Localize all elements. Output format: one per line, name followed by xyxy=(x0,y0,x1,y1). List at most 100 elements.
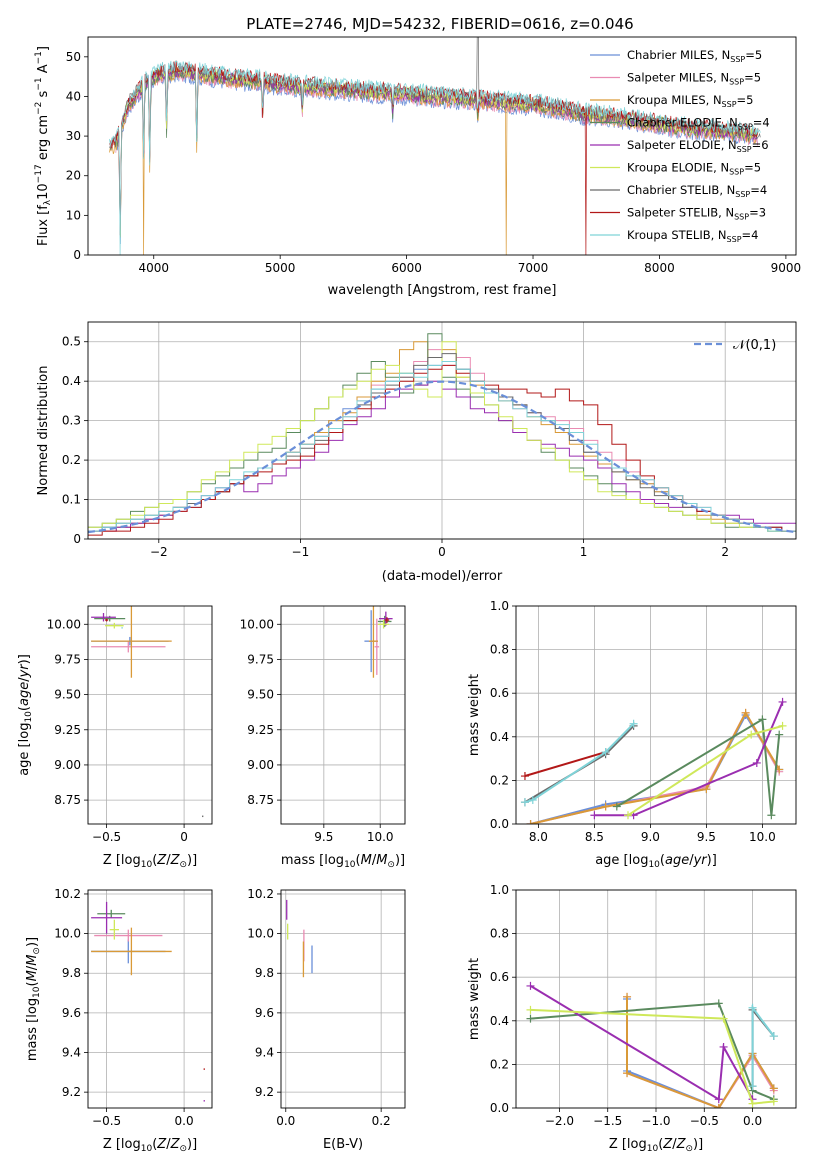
weight-marker xyxy=(748,1082,757,1091)
weight-marker xyxy=(520,772,529,781)
y-tick-label: 9.00 xyxy=(54,758,81,772)
x-tick-label: 7000 xyxy=(518,261,549,275)
legend-label: Chabrier MILES, NSSP=5 xyxy=(627,48,762,64)
weight-marker xyxy=(769,1084,778,1093)
mass-vs-metallicity-panel: −0.5 0.0 9.2 9.4 9.6 9.8 10.0 10.2 Z [log10(Z/Z⊙… xyxy=(25,887,213,1154)
y-tick-label: 0.4 xyxy=(490,730,509,744)
weight-marker xyxy=(526,981,535,990)
x-tick-label: 0.0 xyxy=(175,1114,194,1128)
x-tick-label: 8.5 xyxy=(585,830,604,844)
y-tick-label: 9.00 xyxy=(247,758,274,772)
x-tick-label: −1.0 xyxy=(641,1114,670,1128)
histogram-step xyxy=(88,341,796,532)
y-tick-label: 0.2 xyxy=(490,1057,509,1071)
x-tick-label: 5000 xyxy=(265,261,296,275)
axes-frame xyxy=(515,605,797,825)
y-axis-label: Flux [fλ10−17 erg cm−2 s−1 A−1] xyxy=(34,46,53,246)
weight-line xyxy=(524,725,635,804)
x-tick-label: 8000 xyxy=(644,261,675,275)
weight-marker xyxy=(629,719,638,728)
y-tick-label: 9.8 xyxy=(62,966,81,980)
weight-marker xyxy=(767,811,776,820)
x-tick-label: −0.5 xyxy=(92,1114,121,1128)
x-axis-label: (data-model)/error xyxy=(382,569,503,584)
weight-marker xyxy=(612,802,621,811)
x-axis-label: Z [log10(Z/Z⊙)] xyxy=(103,853,197,870)
y-tick-label: 10.0 xyxy=(247,927,274,941)
x-tick-label: 6000 xyxy=(391,261,422,275)
x-tick-label: 9.0 xyxy=(641,830,660,844)
weight-marker xyxy=(748,1099,757,1108)
y-tick-label: 1.0 xyxy=(490,883,509,897)
weight-marker xyxy=(752,758,761,767)
weight-line xyxy=(626,996,775,1108)
x-tick-label: 9.5 xyxy=(314,830,333,844)
normal-curve xyxy=(88,380,796,534)
y-tick-label: 20 xyxy=(66,169,81,183)
plot-area xyxy=(88,333,796,536)
y-tick-label: 9.4 xyxy=(62,1046,81,1060)
axes-frame xyxy=(280,889,406,1109)
x-tick-label: 4000 xyxy=(138,261,169,275)
y-tick-label: 10.00 xyxy=(47,617,81,631)
x-axis-label: Z [log10(Z/Z⊙)] xyxy=(103,1137,197,1154)
y-tick-label: 0.0 xyxy=(490,817,509,831)
x-tick-label: 10.0 xyxy=(367,830,394,844)
weight-marker xyxy=(778,697,787,706)
weight-marker xyxy=(769,1097,778,1106)
plot-area xyxy=(526,981,778,1108)
legend-label: 𝒩(0,1) xyxy=(733,338,776,353)
plot-area xyxy=(286,899,313,978)
age-vs-metallicity-panel: −0.5 0 8.75 9.00 9.25 9.50 9.75 10.00 Z [log10(Z… xyxy=(17,605,213,870)
weight-line xyxy=(616,717,781,816)
x-tick-label: −2.0 xyxy=(545,1114,574,1128)
x-tick-label: −1.5 xyxy=(593,1114,622,1128)
x-axis-label: E(B-V) xyxy=(323,1137,363,1152)
y-tick-label: 1.0 xyxy=(490,599,509,613)
x-tick-label: 2 xyxy=(721,545,729,559)
y-axis-label: mass weight xyxy=(467,674,482,756)
y-tick-label: 9.25 xyxy=(54,723,81,737)
y-tick-label: 9.75 xyxy=(247,652,274,666)
y-axis-label: age [log10(age/yr)] xyxy=(17,654,34,776)
weight-marker xyxy=(714,1104,723,1108)
x-tick-label: 0.0 xyxy=(276,1114,295,1128)
x-axis-label: age [log10(age/yr)] xyxy=(595,853,717,870)
y-axis-label: mass [log10(M/M⊙)] xyxy=(25,937,42,1061)
weight-marker xyxy=(748,1003,757,1012)
y-axis-label: Normed distribution xyxy=(36,366,51,496)
weight-marker xyxy=(714,999,723,1008)
y-tick-label: 10.2 xyxy=(54,887,81,901)
x-axis-label: wavelength [Angstrom, rest frame] xyxy=(328,283,557,298)
y-tick-label: 9.2 xyxy=(62,1085,81,1099)
weight-marker xyxy=(702,785,711,794)
y-tick-label: 0.2 xyxy=(62,453,81,467)
weight-line xyxy=(530,1002,775,1101)
y-tick-label: 30 xyxy=(66,129,81,143)
y-tick-label: 9.8 xyxy=(255,966,274,980)
y-tick-label: 10.00 xyxy=(240,617,274,631)
y-tick-label: 9.6 xyxy=(255,1006,274,1020)
y-tick-label: 0.3 xyxy=(62,414,81,428)
x-tick-label: 0 xyxy=(438,545,446,559)
y-tick-label: 9.2 xyxy=(255,1085,274,1099)
x-tick-label: 9000 xyxy=(771,261,802,275)
weight-marker xyxy=(624,811,632,820)
x-tick-label: 10.0 xyxy=(749,830,776,844)
weight-marker xyxy=(520,798,529,807)
y-tick-label: 0.6 xyxy=(490,686,509,700)
x-tick-label: 0.2 xyxy=(372,1114,391,1128)
weight-marker xyxy=(769,1032,778,1041)
weight-marker xyxy=(526,1005,535,1014)
weight-marker xyxy=(775,730,784,739)
y-tick-label: 8.75 xyxy=(247,793,274,807)
y-tick-label: 0.8 xyxy=(490,927,509,941)
weight-marker xyxy=(719,1042,728,1051)
residuals-panel: −2 −1 0 1 2 0 0.1 0.2 0.3 0.4 0.5 (data-model)/erro… xyxy=(36,321,797,584)
y-tick-label: 10.2 xyxy=(247,887,274,901)
weight-marker xyxy=(601,748,610,757)
spectrum-line xyxy=(109,60,761,255)
weight-marker xyxy=(526,820,535,824)
legend-label: Salpeter MILES, NSSP=5 xyxy=(627,71,761,87)
weight-marker xyxy=(528,796,537,805)
